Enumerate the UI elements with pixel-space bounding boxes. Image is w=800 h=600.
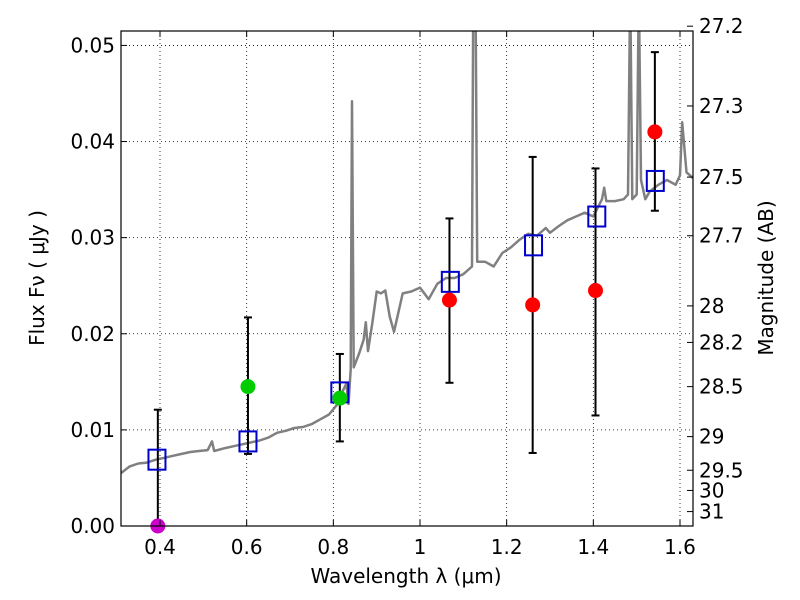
x-tick-label: 1.4 bbox=[577, 535, 609, 559]
right-tick-label: 28 bbox=[699, 294, 724, 318]
y-tick-label: 0.00 bbox=[70, 514, 115, 538]
x-tick-label: 0.4 bbox=[144, 535, 176, 559]
grid bbox=[121, 31, 693, 527]
square-marker bbox=[147, 448, 167, 471]
marker-layer bbox=[147, 124, 665, 534]
y-axis-title: Flux Fν ( μJy ) bbox=[25, 210, 49, 346]
right-tick-label: 27.7 bbox=[699, 224, 744, 248]
x-axis-title: Wavelength λ (μm) bbox=[310, 564, 501, 588]
x-tick-label: 0.6 bbox=[231, 535, 263, 559]
circle-marker bbox=[525, 297, 541, 313]
right-tick-label: 29 bbox=[699, 425, 724, 449]
circle-marker bbox=[240, 379, 256, 395]
y-tick-label: 0.01 bbox=[70, 418, 115, 442]
right-tick-label: 27.5 bbox=[699, 165, 744, 189]
x-tick-label: 1 bbox=[414, 535, 427, 559]
right-tick-label: 27.2 bbox=[699, 14, 744, 38]
y-tick-label: 0.04 bbox=[70, 130, 115, 154]
y-tick-label: 0.02 bbox=[70, 322, 115, 346]
x-tick-label: 0.8 bbox=[317, 535, 349, 559]
circle-marker bbox=[441, 292, 457, 308]
right-tick-label: 29.5 bbox=[699, 458, 744, 482]
right-tick-label: 28.2 bbox=[699, 330, 744, 354]
spectrum-layer bbox=[121, 31, 693, 475]
x-tick-label: 1.2 bbox=[491, 535, 523, 559]
y-tick-label: 0.05 bbox=[70, 33, 115, 57]
errorbar-layer bbox=[153, 51, 659, 527]
circle-marker bbox=[588, 283, 603, 299]
square-marker bbox=[238, 430, 258, 453]
right-tick-label: 28.5 bbox=[699, 375, 744, 399]
plot-frame bbox=[120, 30, 694, 527]
x-tick-label: 1.6 bbox=[664, 535, 696, 559]
y-tick-label: 0.03 bbox=[70, 226, 115, 250]
right-axis-title: Magnitude (AB) bbox=[754, 200, 778, 355]
ticks-layer: 0.4 0.6 0.8 1 1.2 1.4 1.6 0.00 0.01 0.02 0.03 0.04 0… bbox=[70, 14, 743, 559]
square-marker bbox=[587, 205, 607, 228]
circle-marker bbox=[647, 124, 663, 140]
spectrum-line bbox=[121, 31, 693, 475]
right-tick-label: 27.3 bbox=[699, 94, 744, 118]
square-marker bbox=[440, 270, 460, 293]
right-tick-label: 31 bbox=[699, 500, 724, 524]
square-marker bbox=[645, 169, 665, 192]
right-tick-label: 30 bbox=[699, 478, 724, 502]
square-marker bbox=[524, 234, 544, 257]
circle-marker bbox=[332, 390, 348, 406]
